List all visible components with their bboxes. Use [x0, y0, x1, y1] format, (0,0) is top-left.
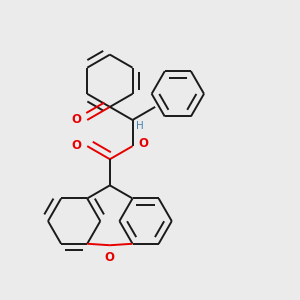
Text: O: O	[138, 137, 148, 150]
Text: O: O	[72, 139, 82, 152]
Text: O: O	[72, 113, 82, 126]
Text: H: H	[136, 122, 144, 131]
Text: O: O	[105, 251, 115, 264]
